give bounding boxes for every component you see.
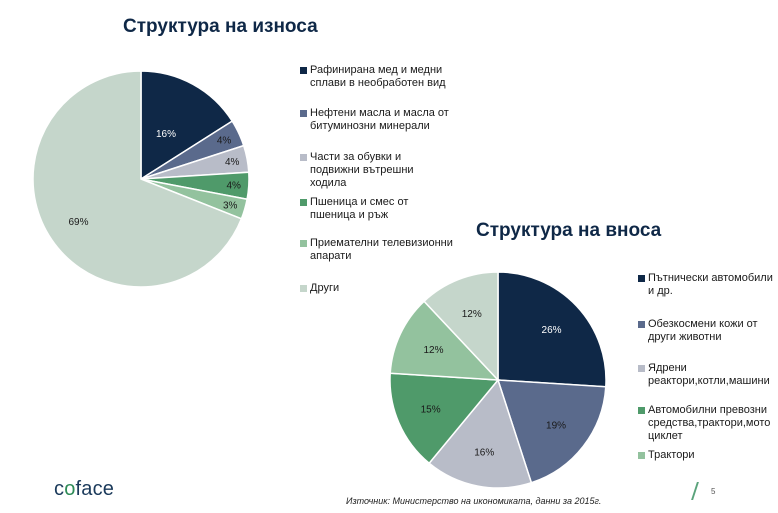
export-legend-swatch-5 [300, 285, 307, 292]
import-legend-line: други животни [648, 331, 722, 343]
export-legend-swatch-1 [300, 110, 307, 117]
export-slice-0 [140, 70, 234, 181]
export-legend-swatch-2 [300, 154, 307, 161]
import-slice-1 [496, 379, 607, 484]
import-legend-line: средства,трактори,мото [648, 417, 771, 429]
export-legend-label-0: Рафинирана мед и медни сплави в необработ… [310, 64, 446, 90]
slash-decoration [691, 482, 699, 500]
import-legend-swatch-0 [638, 275, 645, 282]
export-legend-label-1: Нефтени масла и масла от битуминозни мине… [310, 107, 449, 133]
export-legend-line: сплави в необработен вид [310, 77, 446, 89]
export-legend-swatch-4 [300, 240, 307, 247]
import-legend-line: Автомобилни превозни [648, 404, 767, 416]
export-legend-line: Приемателни телевизионни [310, 237, 453, 249]
export-slice-label-5: 69% [68, 217, 88, 228]
import-slice-2 [428, 378, 533, 489]
export-legend-swatch-0 [300, 67, 307, 74]
import-legend-line: Трактори [648, 449, 695, 461]
export-legend-line: Пшеница и смес от [310, 196, 409, 208]
import-legend-label-1: Обезкосмени кожи от други животни [648, 318, 758, 344]
import-slice-label-1: 19% [546, 421, 566, 432]
export-chart-title: Структура на износа [123, 16, 318, 37]
import-legend-line: реактори,котли,машини [648, 375, 770, 387]
export-legend-line: ходила [310, 177, 347, 189]
import-legend-label-0: Пътнически автомобили и др. [648, 272, 773, 298]
import-slice-label-0: 26% [542, 325, 562, 336]
import-legend-label-2: Ядрени реактори,котли,машини [648, 362, 770, 388]
import-chart-title: Структура на вноса [476, 220, 662, 241]
export-slice-5 [32, 70, 243, 288]
import-legend-swatch-3 [638, 407, 645, 414]
import-pie-chart: 26% 19% 16% 15% 12% 12% [389, 271, 607, 489]
export-pie-chart: 16% 4% 4% 4% 3% 69% [32, 70, 250, 288]
export-slice-label-1: 4% [217, 135, 232, 146]
export-legend-line: Нефтени масла и масла от [310, 107, 449, 119]
export-slice-label-3: 4% [226, 180, 241, 191]
import-slice-label-2: 16% [474, 448, 494, 459]
export-legend-label-2: Части за обувки и подвижни вътрешни ходила [310, 151, 414, 190]
import-slice-5 [423, 271, 499, 382]
source-note: Източник: Министерство на икономиката, д… [346, 496, 602, 506]
import-slice-3 [389, 372, 500, 465]
export-slice-label-2: 4% [225, 157, 240, 168]
import-slice-0 [497, 271, 607, 388]
export-legend-label-5: Други [310, 282, 339, 295]
export-legend-line: Части за обувки и [310, 151, 402, 163]
import-legend-swatch-1 [638, 321, 645, 328]
import-legend-line: циклет [648, 430, 683, 442]
page-number: 5 [711, 487, 716, 496]
export-legend-line: пшеница и ръж [310, 209, 389, 221]
export-legend-line: апарати [310, 250, 352, 262]
export-legend-line: Рафинирана мед и медни [310, 64, 443, 76]
import-slice-label-4: 12% [423, 345, 443, 356]
coface-logo: coface [54, 478, 115, 500]
export-legend-label-4: Приемателни телевизионни апарати [310, 237, 453, 263]
export-slice-label-0: 16% [156, 129, 176, 140]
import-legend-line: Обезкосмени кожи от [648, 318, 758, 330]
export-legend-swatch-3 [300, 199, 307, 206]
export-legend-label-3: Пшеница и смес от пшеница и ръж [310, 196, 408, 222]
import-legend-swatch-4 [638, 452, 645, 459]
export-legend-line: подвижни вътрешни [310, 164, 414, 176]
import-slice-label-3: 15% [421, 405, 441, 416]
import-legend-line: Пътнически автомобили [648, 272, 773, 284]
import-legend-swatch-2 [638, 365, 645, 372]
import-legend-line: Ядрени [648, 362, 687, 374]
import-slice-label-5: 12% [462, 309, 482, 320]
import-legend-label-4: Трактори [648, 449, 695, 462]
import-slice-4 [389, 300, 500, 381]
export-legend-line: битуминозни минерали [310, 120, 430, 132]
export-slice-label-4: 3% [223, 200, 238, 211]
export-legend-line: Други [310, 282, 340, 294]
import-legend-line: и др. [648, 285, 673, 297]
import-legend-label-3: Автомобилни превозни средства,трактори,мо… [648, 404, 770, 443]
